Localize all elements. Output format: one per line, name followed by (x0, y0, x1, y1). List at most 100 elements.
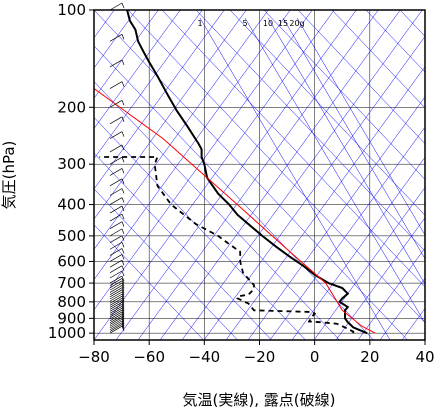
wind-barb-flag (121, 326, 125, 332)
wind-barb-flag (121, 283, 125, 289)
wind-barb-flag (121, 311, 125, 318)
mixing-ratio-label: 15 (278, 19, 288, 28)
dry-adiabat-line (127, 10, 425, 323)
y-tick-label: 900 (57, 309, 86, 327)
wind-barb (109, 265, 123, 273)
y-tick-label: 700 (57, 274, 86, 292)
wind-barb (109, 309, 123, 318)
dry-adiabat-line (94, 10, 408, 340)
wind-barb (109, 291, 123, 300)
y-tick-label: 600 (57, 252, 86, 270)
wind-barb (109, 81, 123, 89)
mixing-ratio-line (199, 17, 391, 340)
x-tick-label: 40 (415, 348, 434, 366)
wind-barb (109, 317, 123, 325)
wind-barb (109, 213, 123, 222)
wind-barb-flag (121, 188, 125, 194)
wind-barb-flag (121, 296, 125, 302)
wind-barb-flag (121, 265, 125, 271)
wind-barb (109, 197, 123, 205)
y-tick-label: 800 (57, 293, 86, 311)
wind-barb (109, 287, 123, 295)
wind-barb-flag (121, 278, 125, 284)
wind-barb (109, 275, 123, 284)
wind-barb (109, 205, 123, 214)
wind-barb-flag (121, 289, 125, 295)
wind-barb (109, 270, 123, 279)
dewpoint-line (99, 156, 355, 334)
wind-barb (109, 282, 123, 291)
wind-barb-flag (121, 168, 125, 174)
wind-barb (109, 297, 123, 306)
isotherm-line (94, 10, 159, 99)
mixing-ratio-line (282, 17, 425, 260)
mixing-ratio-label: 10 (263, 19, 273, 28)
wind-barb-flag (121, 221, 125, 227)
wind-barb (109, 99, 123, 108)
y-tick-label: 400 (57, 196, 86, 214)
wind-barb-flag (121, 100, 125, 106)
wind-barb-flag (121, 228, 125, 235)
mixing-ratio-line (296, 17, 425, 236)
parcel-line (94, 87, 376, 334)
wind-barb (109, 235, 123, 244)
dry-adiabat-line (331, 10, 425, 109)
wind-barb (109, 178, 123, 187)
wind-barb (109, 285, 123, 293)
dry-adiabat-line (365, 10, 425, 73)
wind-barb-flag (121, 320, 125, 327)
dry-adiabat-line (195, 10, 425, 252)
wind-barb-flag (121, 235, 125, 241)
dry-adiabat-line (297, 10, 425, 145)
wind-barb-flag (121, 319, 125, 325)
dry-adiabat-line (94, 224, 204, 340)
wind-barb (109, 248, 123, 256)
wind-barb-flag (121, 294, 125, 300)
wind-barb-flag (121, 144, 125, 151)
wind-barb (109, 144, 123, 153)
dry-adiabat-line (94, 152, 272, 340)
wind-barb-flag (121, 308, 125, 314)
y-tick-label: 200 (57, 98, 86, 116)
isotherm-line (94, 10, 247, 220)
wind-barb-flag (121, 242, 125, 248)
wind-barb (109, 318, 123, 327)
wind-barb-flag (121, 287, 125, 293)
mixing-ratio-line (244, 17, 425, 324)
x-tick-label: 0 (310, 348, 320, 366)
wind-barb (109, 228, 123, 237)
x-tick-label: −20 (244, 348, 276, 366)
wind-barb (109, 304, 123, 312)
isotherm-line (181, 10, 423, 340)
isotherm-line (357, 247, 425, 340)
wind-barb-flag (121, 248, 125, 254)
dry-adiabat-line (94, 188, 238, 340)
wind-barb (109, 311, 123, 320)
isotherm-line (313, 187, 425, 340)
wind-barb (109, 131, 123, 139)
wind-barb-flag (121, 197, 125, 203)
isotherm-line (94, 10, 335, 340)
wind-barb-flag (121, 304, 125, 310)
x-tick-label: −80 (78, 348, 110, 366)
wind-barb (109, 307, 123, 316)
wind-barb (109, 302, 123, 310)
wind-barb-flag (121, 81, 125, 87)
wind-barb (109, 305, 123, 314)
wind-barb-flag (121, 254, 125, 260)
wind-barb (109, 59, 123, 68)
wind-barb-flag (121, 306, 125, 312)
wind-barb (109, 116, 123, 125)
mixing-ratio-label: 1 (197, 19, 202, 28)
wind-barb (109, 289, 123, 298)
dry-adiabat-line (94, 45, 374, 340)
x-tick-label: 20 (360, 348, 379, 366)
isotherm-line (379, 277, 425, 340)
isotherm-line (335, 217, 425, 340)
isotherm-line (94, 10, 269, 250)
wind-barb (109, 34, 123, 42)
isotherm-line (94, 10, 225, 190)
wind-barb-flag (121, 285, 125, 291)
wind-barb-flag (121, 317, 125, 323)
